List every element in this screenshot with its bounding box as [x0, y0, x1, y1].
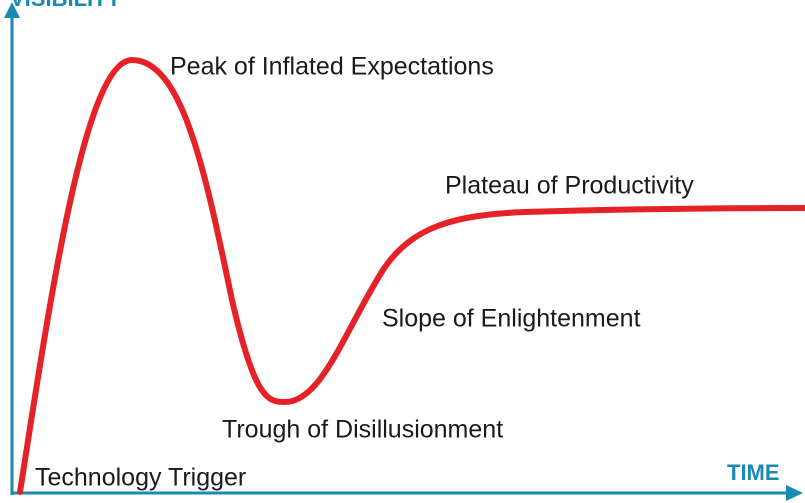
y-axis-arrow — [4, 2, 20, 18]
phase-label: Trough of Disillusionment — [222, 416, 503, 444]
phase-label: Plateau of Productivity — [445, 172, 694, 200]
y-axis-label: VISIBILITY — [10, 0, 122, 11]
hype-curve — [17, 56, 805, 495]
phase-label: Technology Trigger — [35, 464, 246, 492]
x-axis-label: TIME — [727, 460, 780, 485]
x-axis-arrow — [786, 485, 803, 501]
phase-label: Slope of Enlightenment — [382, 305, 641, 333]
phase-label: Peak of Inflated Expectations — [170, 53, 494, 81]
